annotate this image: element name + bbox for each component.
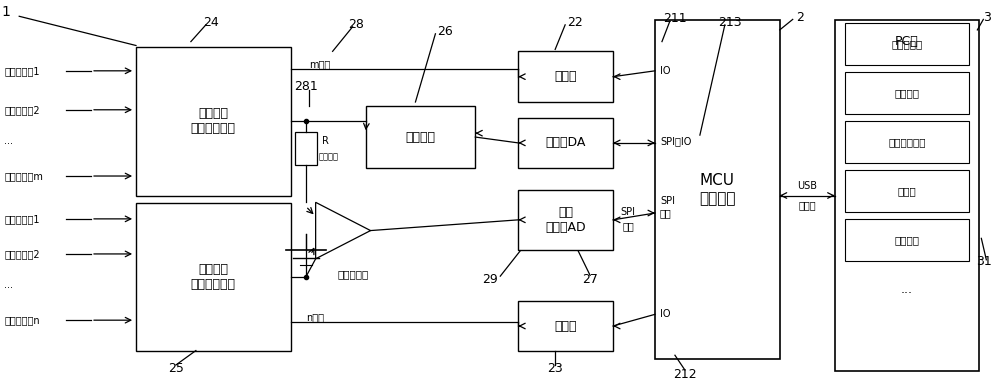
Text: 213: 213 — [718, 16, 742, 29]
Bar — [518, 118, 613, 168]
Bar — [845, 170, 969, 212]
Text: 纵向传感器n: 纵向传感器n — [4, 315, 40, 325]
Text: 23: 23 — [547, 362, 563, 375]
Bar — [518, 51, 613, 102]
Text: m选一: m选一 — [309, 59, 330, 69]
Text: ...: ... — [4, 280, 13, 290]
Text: 横向传感器2: 横向传感器2 — [4, 105, 40, 115]
Text: IO: IO — [660, 66, 670, 76]
Text: R: R — [322, 136, 329, 146]
Text: 29: 29 — [482, 273, 498, 286]
Text: 27: 27 — [582, 273, 598, 286]
Text: 2: 2 — [796, 11, 804, 23]
Bar — [518, 190, 613, 250]
Text: 情景互动游戏: 情景互动游戏 — [888, 137, 926, 147]
Bar — [835, 20, 979, 371]
Bar — [845, 121, 969, 163]
Text: IO: IO — [660, 309, 670, 319]
Text: SPI或IO: SPI或IO — [660, 136, 691, 146]
Text: 信号调理: 信号调理 — [405, 131, 435, 143]
Text: 纵向传感器1: 纵向传感器1 — [4, 214, 40, 224]
Text: 分析报告: 分析报告 — [894, 235, 919, 245]
Text: 1: 1 — [2, 5, 11, 20]
Text: 高精度DA: 高精度DA — [545, 136, 586, 149]
Polygon shape — [316, 202, 371, 259]
Text: 25: 25 — [168, 362, 184, 375]
Text: MCU
微控制器: MCU 微控制器 — [699, 174, 736, 206]
Text: 31: 31 — [977, 255, 992, 268]
Text: ...: ... — [4, 136, 13, 146]
Bar — [845, 219, 969, 261]
Bar — [655, 20, 780, 359]
Text: n选一: n选一 — [306, 312, 324, 323]
Text: 211: 211 — [663, 12, 687, 25]
Bar — [366, 106, 475, 168]
Text: 横向高速
模拟开关阵列: 横向高速 模拟开关阵列 — [191, 108, 236, 135]
Text: 高速
高精度AD: 高速 高精度AD — [545, 206, 586, 234]
Text: ...: ... — [901, 283, 913, 296]
Text: 数据库: 数据库 — [898, 186, 916, 196]
Text: 压力分布图: 压力分布图 — [891, 39, 923, 49]
Text: 纵向传感器2: 纵向传感器2 — [4, 249, 40, 259]
Text: PC机: PC机 — [895, 35, 919, 48]
Text: 横向传感器1: 横向传感器1 — [4, 66, 40, 76]
Text: 仪表放大器: 仪表放大器 — [337, 269, 369, 280]
Text: SPI: SPI — [621, 207, 636, 217]
Text: 并口: 并口 — [622, 221, 634, 231]
Text: USB: USB — [797, 181, 817, 191]
Text: 以太网: 以太网 — [798, 200, 816, 210]
Text: 3: 3 — [983, 11, 991, 23]
Text: 精密电阻: 精密电阻 — [319, 153, 339, 162]
Text: 26: 26 — [438, 25, 453, 38]
Text: 212: 212 — [673, 368, 697, 381]
Text: 译码器: 译码器 — [554, 70, 577, 83]
Text: 横向传感器m: 横向传感器m — [4, 171, 43, 181]
Bar — [845, 23, 969, 65]
Bar — [845, 72, 969, 114]
Text: 量化评估: 量化评估 — [894, 88, 919, 98]
Text: 24: 24 — [203, 16, 219, 29]
Bar — [295, 132, 317, 165]
Bar — [136, 47, 291, 196]
Text: 28: 28 — [348, 18, 364, 30]
Text: 281: 281 — [294, 80, 318, 93]
Bar — [518, 301, 613, 352]
Text: 22: 22 — [567, 16, 583, 29]
Text: SPI
并口: SPI 并口 — [660, 196, 675, 218]
Text: 译码器: 译码器 — [554, 319, 577, 332]
Text: 纵向高速
模拟开关阵列: 纵向高速 模拟开关阵列 — [191, 263, 236, 291]
Bar — [136, 203, 291, 352]
